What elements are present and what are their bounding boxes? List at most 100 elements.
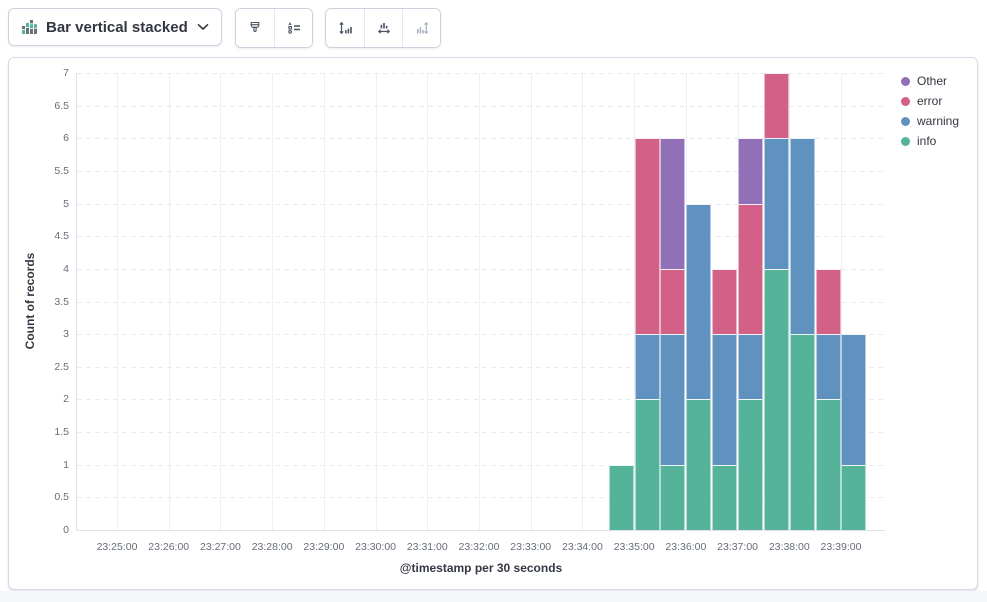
y-axis-tick-label: 0 <box>63 524 69 536</box>
left-axis-button[interactable] <box>326 9 364 47</box>
x-axis-tick-label: 23:25:00 <box>96 541 138 553</box>
brush-icon <box>247 20 263 36</box>
chart-type-dropdown[interactable]: Bar vertical stacked <box>8 8 222 46</box>
bar-segment-warning[interactable] <box>712 334 738 465</box>
x-axis-tick-label: 23:31:00 <box>406 541 448 553</box>
legend-item-warning[interactable]: warning <box>901 111 959 131</box>
gridline-horizontal <box>77 105 885 107</box>
chart-panel: Count of records @timestamp per 30 secon… <box>8 57 978 590</box>
gridline-horizontal <box>77 399 885 401</box>
plot-area <box>77 73 885 530</box>
legend-color-dot <box>901 96 910 106</box>
x-axis-tick-label: 23:28:00 <box>251 541 293 553</box>
x-axis-tick-label: 23:38:00 <box>768 541 810 553</box>
y-axis-tick-label: 7 <box>63 67 69 79</box>
gridline-horizontal <box>77 334 885 336</box>
bar-segment-warning[interactable] <box>789 138 815 335</box>
y-axis-tick-label: 2 <box>63 393 69 406</box>
page-bottom-strip <box>0 591 987 602</box>
gridline-horizontal <box>77 236 885 238</box>
bar-segment-info[interactable] <box>789 334 815 530</box>
bar-segment-warning[interactable] <box>634 334 660 400</box>
chart-type-label: Bar vertical stacked <box>46 18 188 36</box>
bar-segment-warning[interactable] <box>763 138 789 269</box>
legend-settings-button[interactable] <box>274 9 312 47</box>
bar-segment-error[interactable] <box>712 268 738 335</box>
legend-item-info[interactable]: info <box>901 131 959 151</box>
x-axis-tick-label: 23:33:00 <box>510 541 552 553</box>
x-axis-tick-label: 23:37:00 <box>717 541 758 553</box>
bar-segment-warning[interactable] <box>841 334 867 465</box>
bar-segment-other[interactable] <box>738 138 764 204</box>
gridline-horizontal <box>77 432 885 434</box>
bar-segment-info[interactable] <box>634 399 660 530</box>
gridline-horizontal <box>77 464 885 466</box>
chart-legend: Other error warning info <box>901 71 959 151</box>
x-axis-tick-label: 23:27:00 <box>199 541 241 553</box>
bar-segment-info[interactable] <box>763 268 789 530</box>
gridline-horizontal <box>77 73 885 74</box>
x-axis-tick-label: 23:26:00 <box>148 541 190 553</box>
bar-segment-info[interactable] <box>841 464 867 530</box>
legend-color-dot <box>901 136 910 146</box>
y-axis-tick-label: 6.5 <box>54 99 69 112</box>
gridline-horizontal <box>77 203 885 205</box>
legend-item-error[interactable]: error <box>901 91 959 111</box>
bar-segment-info[interactable] <box>712 464 738 530</box>
gridline-horizontal <box>77 301 885 303</box>
y-axis-tick-label: 3.5 <box>54 295 69 308</box>
y-axis-tick-label: 0.5 <box>54 491 69 504</box>
bar-segment-info[interactable] <box>686 399 712 530</box>
x-axis-tick-label: 23:39:00 <box>820 541 862 553</box>
bar-segment-info[interactable] <box>660 464 686 530</box>
bar-segment-info[interactable] <box>608 464 634 530</box>
x-axis-tick-label: 23:36:00 <box>665 541 707 553</box>
bar-segment-info[interactable] <box>738 399 764 530</box>
y-axis-line <box>76 73 77 531</box>
right-axis-button <box>402 9 440 47</box>
gridline-horizontal <box>77 497 885 499</box>
legend-item-label: warning <box>917 114 960 128</box>
gridline-horizontal <box>77 138 885 140</box>
x-axis-tick-label: 23:35:00 <box>613 541 655 553</box>
bar-vertical-stacked-icon <box>21 19 37 35</box>
legend-color-dot <box>901 76 910 86</box>
gridline-horizontal <box>77 268 885 270</box>
bar-segment-other[interactable] <box>660 138 686 269</box>
bar-segment-warning[interactable] <box>815 334 841 400</box>
bar-segment-error[interactable] <box>660 268 686 335</box>
bar-segment-info[interactable] <box>815 399 841 530</box>
legend-item-label: info <box>917 134 937 148</box>
y-axis-tick-label: 3 <box>63 328 69 341</box>
y-axis-tick-label: 1 <box>63 458 69 471</box>
right-axis-icon <box>414 20 430 36</box>
y-axis-tick-label: 4 <box>63 262 69 275</box>
y-axis-tick-label: 5.5 <box>54 164 69 177</box>
x-axis-title: @timestamp per 30 seconds <box>399 561 563 575</box>
left-axis-icon <box>337 20 353 36</box>
legend-item-label: Other <box>917 74 948 88</box>
x-axis-line <box>77 530 885 531</box>
bar-segment-error[interactable] <box>634 138 660 335</box>
visual-options-button[interactable] <box>236 9 274 47</box>
bar-segment-error[interactable] <box>738 203 764 335</box>
y-axis-tick-label: 4.5 <box>54 230 69 243</box>
x-axis-tick-label: 23:30:00 <box>355 541 396 553</box>
x-axis-tick-label: 23:34:00 <box>561 541 603 553</box>
bar-segment-warning[interactable] <box>686 203 712 400</box>
bar-segment-error[interactable] <box>763 73 789 139</box>
bar-segment-warning[interactable] <box>660 334 686 465</box>
axis-button-group <box>325 8 441 48</box>
bottom-axis-button[interactable] <box>364 9 402 47</box>
y-axis-tick-label: 1.5 <box>54 426 69 439</box>
y-axis-tick-label: 2.5 <box>54 360 69 373</box>
bar-segment-error[interactable] <box>815 268 841 335</box>
legend-item-label: error <box>917 94 943 108</box>
x-axis-tick-label: 23:32:00 <box>458 541 500 553</box>
y-axis-tick-label: 5 <box>63 197 69 210</box>
chevron-down-icon <box>197 23 209 31</box>
bar-segment-warning[interactable] <box>738 334 764 400</box>
legend-item-other[interactable]: Other <box>901 71 959 91</box>
bottom-axis-icon <box>376 20 392 36</box>
legend-color-dot <box>901 116 910 126</box>
